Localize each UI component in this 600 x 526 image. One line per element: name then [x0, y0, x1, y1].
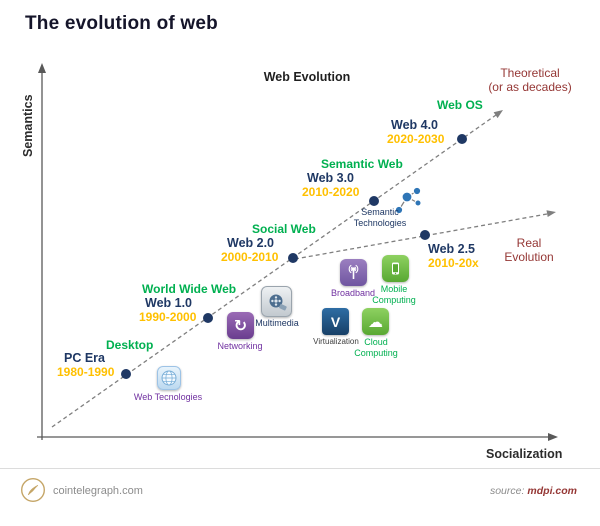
footer-source: source: mdpi.com: [490, 485, 577, 497]
semantic-technologies-icon: [394, 186, 422, 215]
era-label-semantic-web: Semantic Web: [321, 157, 403, 171]
virtualization-icon: V: [322, 308, 349, 335]
circular-arrows-icon: ↻: [233, 317, 248, 335]
milestone-name-web-2-0: Web 2.0: [227, 236, 275, 250]
mobile-computing-icon: [382, 255, 409, 282]
milestone-years-web-2-0: 2000-2010: [221, 250, 279, 264]
cloud-computing-icon: ☁: [362, 308, 389, 335]
tech-label-networking: Networking: [217, 341, 263, 351]
film-reel-icon: [269, 294, 287, 310]
tech-label-mobile-computing: Mobile Computing: [372, 284, 416, 305]
milestone-dot-web-1-0: [203, 313, 213, 323]
page-title: The evolution of web: [25, 13, 218, 34]
footer-divider: [0, 468, 600, 469]
broadband-icon: [340, 259, 367, 286]
era-label-web-os: Web OS: [437, 98, 483, 112]
theoretical-annotation-line1: Theoretical: [500, 66, 560, 80]
networking-icon: ↻: [227, 312, 254, 339]
footer-source-value: mdpi.com: [527, 485, 577, 497]
globe-icon: [161, 370, 177, 386]
milestone-years-web-2-5: 2010-20x: [428, 256, 479, 270]
footer-site: cointelegraph.com: [53, 485, 143, 497]
milestone-name-pc-era: PC Era: [64, 351, 105, 365]
real-evolution-annotation: Real Evolution: [494, 236, 564, 264]
mobile-phone-icon: [392, 262, 399, 275]
theoretical-annotation-line2: (or as decades): [488, 80, 572, 94]
milestone-name-web-2-5: Web 2.5: [428, 242, 476, 256]
era-label-world-wide-web: World Wide Web: [142, 282, 237, 296]
footer-source-label: source:: [489, 485, 525, 497]
y-axis-label: Semantics: [21, 94, 35, 157]
theoretical-annotation: Theoretical (or as decades): [474, 66, 586, 94]
tech-label-broadband: Broadband: [330, 288, 376, 298]
era-label-desktop: Desktop: [106, 338, 154, 352]
milestone-years-web-3-0: 2010-2020: [302, 185, 360, 199]
tech-label-cloud-computing: Cloud Computing: [354, 337, 398, 358]
tech-label-semantic-technologies: Semantic Technologies: [353, 207, 407, 228]
milestone-years-web-4-0: 2020-2030: [387, 132, 445, 146]
cloud-icon: ☁: [368, 313, 383, 331]
milestone-dot-pc-era: [121, 369, 131, 379]
real-evolution-arrow-icon: [546, 210, 556, 217]
milestone-dot-web-2-0: [288, 253, 298, 263]
milestone-name-web-1-0: Web 1.0: [145, 296, 193, 310]
x-axis-label: Socialization: [486, 447, 563, 461]
milestone-dot-web-2-5: [420, 230, 430, 240]
theoretical-line: [51, 114, 497, 428]
cointelegraph-logo-icon: [20, 477, 46, 503]
tech-label-web-technologies: Web Tecnologies: [133, 392, 203, 402]
milestone-years-web-1-0: 1990-2000: [139, 310, 197, 324]
tech-label-virtualization: Virtualization: [313, 337, 359, 346]
x-axis-arrow-icon: [548, 433, 558, 441]
era-label-social-web: Social Web: [252, 222, 316, 236]
milestone-years-pc-era: 1980-1990: [57, 365, 115, 379]
antenna-icon: [348, 264, 359, 279]
letter-v-icon: V: [330, 313, 341, 330]
real-annotation-line1: Real: [516, 236, 542, 250]
web-technologies-icon: [157, 366, 181, 390]
milestone-dot-web-3-0: [369, 196, 379, 206]
milestone-name-web-4-0: Web 4.0: [391, 118, 439, 132]
milestone-name-web-3-0: Web 3.0: [307, 171, 355, 185]
tech-label-multimedia: Multimedia: [255, 318, 299, 328]
multimedia-icon: [261, 286, 292, 317]
y-axis-arrow-icon: [38, 63, 46, 73]
chart-heading: Web Evolution: [263, 70, 351, 84]
theoretical-line-arrow-icon: [493, 110, 503, 119]
real-annotation-line2: Evolution: [504, 250, 554, 264]
milestone-dot-web-4-0: [457, 134, 467, 144]
